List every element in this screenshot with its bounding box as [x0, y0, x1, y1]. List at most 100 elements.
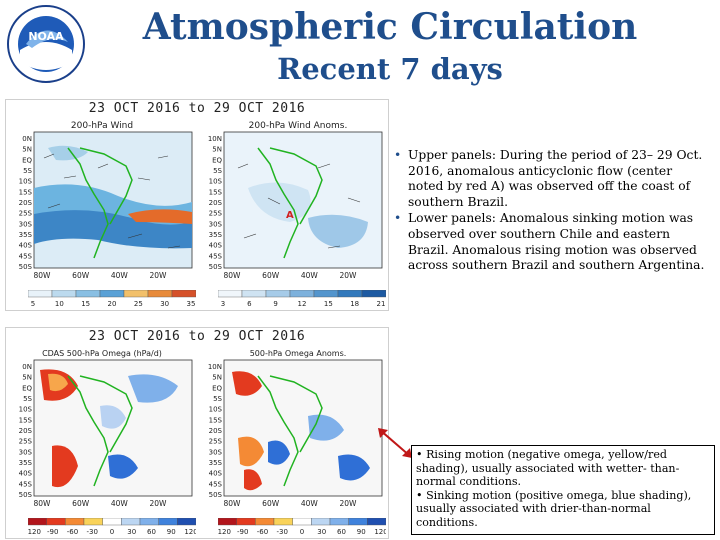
lower-date-range: 23 OCT 2016 to 29 OCT 2016 [88, 329, 306, 344]
colorbar-swatch [289, 290, 315, 298]
colorbar-label: -30 [87, 528, 98, 535]
lon-label: 80W [224, 499, 242, 508]
colorbar-label: 30 [160, 300, 169, 307]
colorbar-label: 15 [324, 300, 333, 307]
pointer-arrow-icon [378, 428, 412, 458]
lon-label: 20W [150, 499, 168, 508]
lon-label: 20W [340, 499, 358, 508]
lat-label: 40S [19, 470, 33, 478]
wind-200-lat-axis: 0N 5N EQ 5S 10S 15S 20S 25S 30S 35S 40S 45S 50S [19, 135, 33, 271]
colorbar-swatch [236, 518, 256, 526]
lat-label: 45S [19, 480, 33, 488]
lon-label: 80W [34, 499, 52, 508]
colorbar-label: 30 [317, 528, 326, 535]
colorbar-label: -90 [47, 528, 58, 535]
colorbar-label: 9 [273, 300, 277, 307]
omega-anom-lat-axis: 10N 5N EQ 5S 10S 15S 20S 25S 30S 35S 40S 45S 50S [208, 363, 223, 499]
wind-anom-colorbar: 3 6 9 12 15 18 21 [218, 290, 386, 307]
wind-200-map: 200-hPa Wind 0N 5N EQ 5S 10S 15S 20S 25S 30S 35S 4… [8, 118, 196, 288]
rising-motion-note: • Rising motion (negative omega, yellow/… [416, 448, 680, 489]
lat-label: 20S [209, 199, 223, 207]
colorbar-swatch [83, 518, 103, 526]
page-subtitle: Recent 7 days [277, 52, 503, 86]
colorbar-swatch [329, 518, 349, 526]
bullet-lower-panels: Lower panels: Anomalous sinking motion w… [392, 211, 710, 273]
lon-label: 60W [262, 499, 280, 508]
lat-label: 45S [19, 252, 33, 260]
lat-label: 20S [19, 427, 33, 435]
lat-label: 0N [22, 363, 32, 371]
colorbar-label: 6 [247, 300, 252, 307]
lat-label: 50S [209, 491, 223, 499]
lat-label: 45S [209, 480, 223, 488]
colorbar-swatch [147, 290, 173, 298]
noaa-logo: NOAA [7, 5, 85, 83]
omega-lat-axis: 0N 5N EQ 5S 10S 15S 20S 25S 30S 35S 40S 45S 50S [19, 363, 33, 499]
wind-anom-lat-axis: 10N 5N EQ 5S 10S 15S 20S 25S 30S 35S 40S 45S 50S [208, 135, 223, 271]
logo-text: NOAA [28, 30, 64, 43]
colorbar-swatch [292, 518, 312, 526]
lat-label: 50S [209, 263, 223, 271]
lon-label: 60W [262, 271, 280, 280]
lat-label: 5N [22, 146, 32, 154]
colorbar-label: -120 [218, 528, 231, 535]
lon-label: 20W [340, 271, 358, 280]
colorbar-label: 90 [167, 528, 176, 535]
colorbar-label: -90 [237, 528, 248, 535]
colorbar-label: 120 [374, 528, 386, 535]
lat-label: 10S [209, 406, 223, 414]
colorbar-swatch [218, 518, 237, 526]
lat-label: 5S [23, 167, 32, 175]
colorbar-label: 20 [108, 300, 117, 307]
lat-label: 0N [22, 135, 32, 143]
wind-colorbar: 5 10 15 20 25 30 35 [28, 290, 196, 307]
colorbar-label: 90 [357, 528, 366, 535]
lon-label: 40W [111, 271, 129, 280]
omega-anom-title: 500-hPa Omega Anoms. [250, 349, 347, 358]
colorbar-label: 0 [110, 528, 114, 535]
lat-label: 30S [19, 448, 33, 456]
lat-label: 5N [212, 146, 222, 154]
colorbar-label: -30 [277, 528, 288, 535]
colorbar-swatch [46, 518, 66, 526]
lat-label: 20S [209, 427, 223, 435]
wind-anom-lon-axis: 80W 60W 40W 20W [224, 271, 358, 280]
lat-label: EQ [212, 384, 222, 392]
colorbar-label: 3 [221, 300, 225, 307]
colorbar-swatch [361, 290, 386, 298]
lat-label: 25S [19, 210, 33, 218]
omega-anom-lon-axis: 80W 60W 40W 20W [224, 499, 358, 508]
colorbar-swatch [28, 290, 53, 298]
omega-lon-axis: 80W 60W 40W 20W [34, 499, 168, 508]
lon-label: 20W [150, 271, 168, 280]
omega-title: CDAS 500-hPa Omega (hPa/d) [42, 349, 162, 358]
lon-label: 40W [111, 499, 129, 508]
lat-label: 35S [19, 231, 33, 239]
lat-label: 15S [19, 188, 33, 196]
colorbar-swatch [171, 290, 196, 298]
omega-colorbar: -120 -90 -60 -30 0 30 60 90 120 [28, 518, 196, 535]
colorbar-swatch [265, 290, 291, 298]
lower-panels: 23 OCT 2016 to 29 OCT 2016 CDAS 500-hPa … [5, 327, 389, 539]
lat-label: EQ [22, 384, 32, 392]
colorbar-swatch [121, 518, 141, 526]
lat-label: 25S [209, 438, 223, 446]
summary-bullets: Upper panels: During the period of 23– 2… [392, 148, 710, 275]
lat-label: EQ [212, 156, 222, 164]
lat-label: 30S [209, 448, 223, 456]
colorbar-label: 21 [377, 300, 386, 307]
lat-label: 50S [19, 263, 33, 271]
sinking-motion-note: • Sinking motion (positive omega, blue s… [416, 488, 692, 529]
lat-label: 45S [209, 252, 223, 260]
lat-label: 15S [209, 188, 223, 196]
colorbar-swatch [218, 290, 243, 298]
lat-label: 35S [209, 459, 223, 467]
colorbar-label: 60 [337, 528, 346, 535]
lat-label: 25S [209, 210, 223, 218]
colorbar-swatch [75, 290, 101, 298]
colorbar-label: 120 [184, 528, 196, 535]
lat-label: 15S [209, 416, 223, 424]
lat-label: 30S [209, 220, 223, 228]
lat-label: 5N [212, 374, 222, 382]
lat-label: 35S [19, 459, 33, 467]
